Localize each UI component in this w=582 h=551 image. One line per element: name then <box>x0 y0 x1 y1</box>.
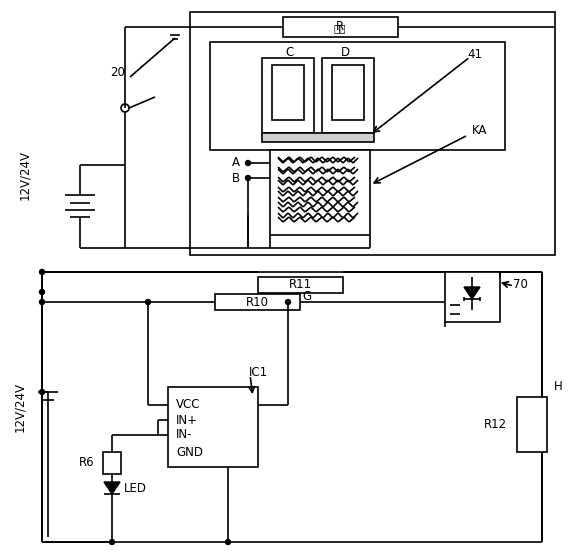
Text: G: G <box>303 289 311 302</box>
Bar <box>168 387 258 467</box>
Text: C: C <box>286 46 294 60</box>
Bar <box>517 397 547 452</box>
Text: GND: GND <box>176 446 203 458</box>
Text: LED: LED <box>124 482 147 494</box>
Text: 41: 41 <box>467 48 482 62</box>
Text: KA: KA <box>473 123 488 137</box>
Circle shape <box>109 539 115 544</box>
Circle shape <box>225 539 230 544</box>
Text: R: R <box>336 20 344 34</box>
Text: B: B <box>232 171 240 185</box>
Bar <box>272 65 304 120</box>
Bar <box>270 150 370 235</box>
Text: R12: R12 <box>484 418 507 430</box>
Bar <box>262 133 374 142</box>
Bar <box>103 452 121 474</box>
Bar <box>283 17 398 37</box>
Circle shape <box>286 300 290 305</box>
Text: A: A <box>232 156 240 170</box>
Text: R11: R11 <box>289 278 311 291</box>
Circle shape <box>40 390 44 395</box>
Bar <box>258 277 343 293</box>
Text: D: D <box>340 46 350 60</box>
Polygon shape <box>464 287 480 299</box>
Text: 70: 70 <box>513 278 527 290</box>
Text: IN+: IN+ <box>176 413 198 426</box>
Bar <box>262 58 314 133</box>
Text: R10: R10 <box>246 295 268 309</box>
Bar <box>445 272 500 322</box>
Circle shape <box>246 160 250 165</box>
Text: R6: R6 <box>79 456 95 469</box>
Text: 负载: 负载 <box>333 23 346 33</box>
Bar <box>332 65 364 120</box>
Bar <box>190 12 555 255</box>
Circle shape <box>40 289 44 294</box>
Polygon shape <box>104 482 120 494</box>
Text: 12V/24V: 12V/24V <box>13 382 27 432</box>
Text: IC1: IC1 <box>249 365 268 379</box>
Bar <box>215 294 300 310</box>
Bar <box>210 42 505 150</box>
Circle shape <box>246 176 250 181</box>
Text: 20: 20 <box>111 66 126 78</box>
Text: H: H <box>554 381 563 393</box>
Text: IN-: IN- <box>176 429 193 441</box>
Bar <box>322 58 374 133</box>
Circle shape <box>40 300 44 305</box>
Circle shape <box>146 300 151 305</box>
Text: 12V/24V: 12V/24V <box>19 150 31 200</box>
Circle shape <box>40 269 44 274</box>
Text: VCC: VCC <box>176 398 201 412</box>
